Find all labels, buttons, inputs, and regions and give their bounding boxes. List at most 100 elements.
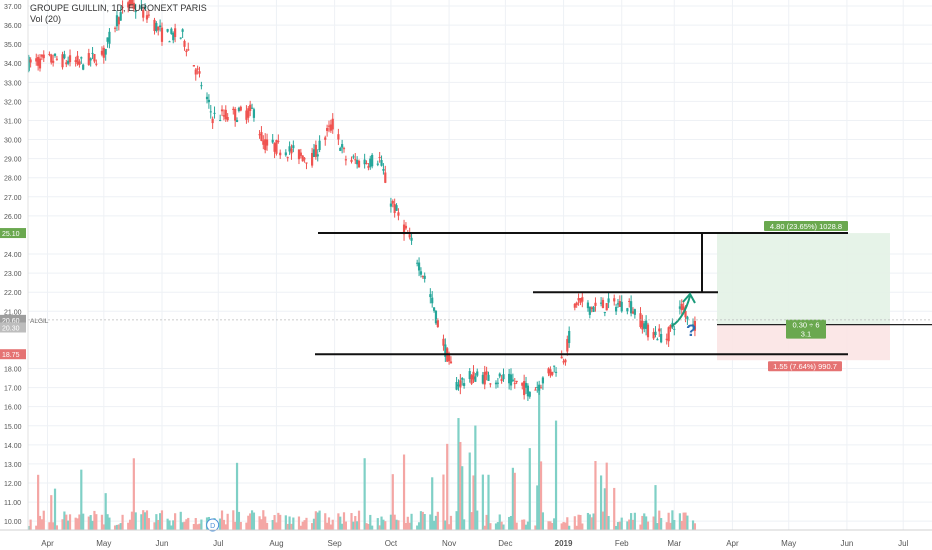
x-tick-label: Feb	[615, 539, 629, 548]
volume-bar	[196, 524, 199, 530]
candle-body	[76, 55, 79, 65]
volume-bar	[547, 521, 550, 530]
candle-body	[380, 160, 383, 166]
volume-bar	[376, 518, 379, 530]
x-tick-label: Dec	[498, 539, 512, 548]
candle-body	[271, 139, 274, 143]
volume-bar	[586, 512, 590, 530]
volume-bar	[142, 510, 145, 530]
symbol-title[interactable]: GROUPE GUILLIN, 1D, EURONEXT PARIS	[30, 3, 207, 13]
candle-body	[389, 203, 393, 207]
volume-bar	[577, 514, 580, 530]
volume-bar	[568, 525, 571, 530]
candle-body	[594, 302, 597, 306]
x-tick-label: Jul	[898, 539, 908, 548]
volume-bar	[509, 515, 513, 530]
candle-body	[564, 359, 567, 363]
candle-body	[82, 64, 85, 70]
candle-body	[402, 224, 406, 235]
volume-bar	[536, 485, 539, 530]
candle-body	[273, 143, 276, 152]
volume-bar	[511, 467, 514, 530]
entry-price-tag-bg	[0, 322, 26, 333]
volume-bar	[474, 425, 477, 530]
volume-bar	[194, 518, 197, 530]
candle-body	[352, 156, 355, 158]
volume-bar	[337, 513, 340, 530]
volume-bar	[140, 514, 143, 530]
candle-body	[52, 60, 55, 63]
volume-bar	[82, 513, 85, 530]
volume-bar	[614, 525, 618, 530]
x-tick-label: Oct	[385, 539, 398, 548]
volume-bar	[67, 520, 70, 530]
volume-bar	[74, 517, 77, 530]
candle-body	[341, 144, 344, 148]
volume-bar	[461, 466, 464, 530]
candle-body	[160, 27, 164, 42]
y-tick-label: 21.00	[4, 309, 22, 316]
candle-body	[168, 41, 171, 43]
volume-bar	[652, 516, 655, 530]
y-tick-label: 34.00	[4, 61, 22, 68]
volume-indicator-label[interactable]: Vol (20)	[30, 14, 62, 24]
candle-body	[442, 338, 445, 346]
candle-body	[646, 324, 650, 338]
volume-bar	[181, 522, 184, 530]
volume-bar	[132, 458, 135, 530]
candle-body	[239, 106, 242, 111]
volume-bar	[192, 524, 195, 530]
candle-body	[286, 157, 289, 159]
candle-body	[515, 380, 518, 383]
volume-bar	[344, 521, 347, 530]
volume-bar	[200, 519, 203, 530]
x-tick-label: Aug	[269, 539, 283, 548]
volume-bar	[581, 523, 584, 530]
candle-body	[67, 60, 70, 64]
volume-bar	[541, 512, 545, 530]
volume-bar	[292, 517, 295, 530]
candle-body	[534, 389, 537, 391]
volume-bar	[680, 520, 683, 530]
volume-bar	[378, 525, 381, 530]
volume-bar	[312, 518, 316, 530]
candle-body	[279, 152, 282, 156]
volume-bar	[63, 511, 66, 530]
time-axis[interactable]: Apr May Jun Jul Aug Sep Oct Nov Dec 2019 Feb Mar Apr…	[0, 529, 932, 548]
volume-bar	[470, 512, 473, 530]
volume-bar	[260, 519, 263, 530]
y-tick-label: 36.00	[4, 23, 22, 30]
volume-bar	[371, 525, 374, 530]
volume-bar	[258, 516, 261, 530]
volume-bar	[327, 517, 331, 530]
volume-bar	[40, 519, 43, 530]
candle-body	[65, 62, 68, 65]
candle-body	[461, 378, 464, 380]
candle-body	[337, 134, 340, 140]
volume-bar	[566, 517, 569, 530]
candle-body	[117, 17, 120, 25]
volume-bar	[249, 513, 252, 530]
volume-bar	[174, 513, 177, 530]
candle-body	[421, 275, 424, 277]
volume-bar	[264, 516, 267, 530]
candle-body	[299, 152, 302, 156]
volume-bar	[423, 514, 426, 530]
candle-body	[463, 383, 466, 386]
candle-body	[509, 374, 513, 386]
chart-drawings: ? 4.80 (23.65%) 1028.8 0.30 ÷ 63.1 1.55 (7.…	[28, 221, 932, 532]
volume-bar	[237, 511, 241, 530]
candle-body	[157, 26, 160, 31]
volume-bar	[271, 519, 274, 530]
volume-bar	[397, 520, 400, 530]
y-tick-label: 12.00	[4, 481, 22, 488]
price-axis[interactable]: 37.00 36.00 35.00 34.00 33.00 32.00 31.00 30.00…	[0, 0, 49, 530]
volume-bar	[61, 519, 64, 530]
candle-body	[554, 371, 558, 373]
candle-body	[691, 324, 695, 327]
volume-bar	[50, 495, 53, 530]
candle-body	[378, 156, 381, 158]
volume-bar	[446, 443, 449, 530]
candle-body	[179, 37, 182, 39]
